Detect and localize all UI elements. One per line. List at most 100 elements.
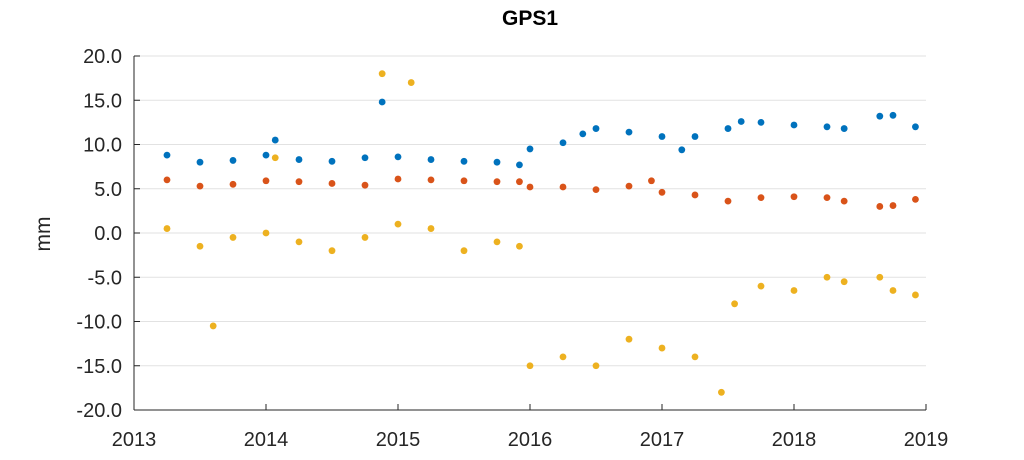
data-point	[378, 70, 386, 78]
data-point	[889, 111, 897, 119]
y-tick-label: -15.0	[76, 356, 122, 378]
data-point	[876, 273, 884, 281]
data-point	[328, 247, 336, 255]
data-point	[592, 362, 600, 370]
x-tick-label: 2014	[244, 429, 289, 451]
x-tick-label: 2018	[772, 429, 817, 451]
data-point	[840, 278, 848, 286]
data-point	[394, 153, 402, 161]
data-point	[691, 133, 699, 140]
series-layer	[163, 70, 919, 396]
data-point	[295, 156, 303, 163]
series-2	[163, 70, 919, 396]
data-point	[658, 344, 666, 352]
data-point	[163, 176, 171, 184]
data-point	[691, 191, 699, 199]
data-point	[678, 146, 686, 154]
data-point	[328, 180, 336, 187]
data-point	[724, 197, 732, 205]
grid-lines	[134, 55, 926, 411]
data-point	[361, 154, 369, 162]
data-point	[163, 225, 171, 232]
data-point	[823, 123, 831, 131]
data-point	[724, 125, 732, 132]
data-point	[757, 282, 765, 290]
data-point	[592, 186, 600, 194]
data-point	[361, 234, 369, 241]
data-point	[658, 133, 666, 140]
data-point	[394, 220, 402, 228]
data-point	[493, 238, 501, 246]
data-point	[691, 353, 699, 361]
data-point	[526, 362, 534, 370]
y-tick-label: -5.0	[88, 267, 122, 289]
data-point	[718, 388, 725, 396]
data-point	[625, 335, 633, 343]
data-point	[912, 195, 919, 203]
axes: 20.0 15.0 10.0 5.0 0.0 -5.0 -10.0 -15.0 -20.0 201…	[76, 46, 948, 451]
data-point	[592, 125, 600, 132]
data-point	[526, 183, 534, 191]
data-point	[658, 188, 666, 196]
data-point	[526, 145, 534, 153]
data-point	[328, 157, 336, 165]
data-point	[757, 194, 765, 202]
data-point	[876, 112, 884, 120]
data-point	[889, 287, 897, 294]
data-point	[196, 182, 204, 190]
data-point	[579, 130, 587, 138]
data-point	[840, 125, 848, 132]
data-point	[912, 123, 919, 131]
data-point	[196, 158, 204, 166]
data-point	[229, 157, 237, 164]
x-tick-label: 2017	[640, 429, 685, 451]
data-point	[648, 177, 655, 185]
data-point	[262, 177, 270, 185]
x-tick-label: 2015	[376, 429, 421, 451]
y-tick-label: -20.0	[76, 400, 122, 422]
data-point	[625, 182, 633, 190]
data-point	[516, 161, 523, 169]
data-point	[460, 177, 468, 185]
data-point	[559, 183, 567, 191]
y-tick-label: 15.0	[83, 90, 122, 112]
data-point	[427, 156, 435, 163]
data-point	[559, 139, 567, 147]
data-point	[493, 158, 501, 166]
y-axis-label: mm	[32, 217, 55, 252]
data-point	[559, 353, 567, 361]
data-point	[295, 178, 303, 186]
data-point	[790, 287, 798, 294]
data-point	[840, 197, 848, 205]
data-point	[516, 178, 523, 186]
data-point	[378, 98, 386, 106]
y-tick-label: -10.0	[76, 312, 122, 334]
data-point	[876, 203, 884, 210]
data-point	[394, 175, 402, 183]
data-point	[163, 151, 171, 159]
data-point	[912, 291, 919, 299]
series-0	[163, 98, 919, 169]
data-point	[262, 151, 270, 159]
data-point	[823, 273, 831, 281]
data-point	[625, 128, 633, 136]
data-point	[493, 178, 501, 186]
data-point	[790, 193, 798, 201]
data-point	[407, 79, 415, 86]
y-tick-label: 0.0	[94, 223, 122, 245]
data-point	[737, 118, 745, 125]
chart-title: GPS1	[502, 7, 558, 30]
data-point	[790, 121, 798, 129]
data-point	[460, 157, 468, 165]
data-point	[757, 118, 765, 126]
x-tick-label: 2019	[904, 429, 949, 451]
data-point	[229, 234, 237, 241]
series-1	[163, 175, 919, 210]
data-point	[460, 247, 468, 255]
x-tick-label: 2013	[112, 429, 157, 451]
data-point	[295, 238, 303, 246]
data-point	[731, 300, 738, 308]
data-point	[427, 225, 435, 232]
data-point	[361, 181, 369, 189]
